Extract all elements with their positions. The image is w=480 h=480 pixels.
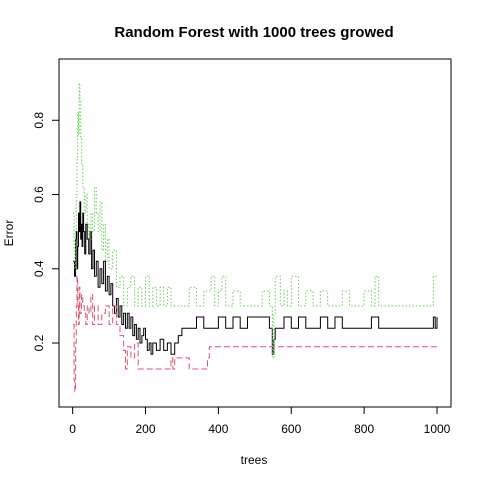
y-tick-label: 0.4 [32, 260, 46, 277]
x-axis: 0 200 400 600 800 1000 [69, 406, 451, 436]
series-line-3 [73, 82, 437, 359]
x-tick-label: 0 [69, 422, 76, 436]
x-axis-label: trees [241, 453, 268, 467]
x-tick-label: 1000 [424, 422, 451, 436]
y-tick-label: 0.8 [32, 112, 46, 129]
x-tick-label: 800 [354, 422, 374, 436]
chart-title: Random Forest with 1000 trees growed [114, 24, 393, 41]
x-tick-label: 200 [135, 422, 155, 436]
series-line-1 [73, 201, 438, 355]
plot-frame [58, 58, 452, 408]
series-layer [73, 82, 438, 392]
y-axis: 0.2 0.4 0.6 0.8 [32, 112, 60, 351]
y-tick-label: 0.6 [32, 186, 46, 203]
x-tick-label: 600 [281, 422, 301, 436]
x-tick-label: 400 [208, 422, 228, 436]
y-tick-label: 0.2 [32, 334, 46, 351]
y-axis-label: Error [2, 220, 16, 247]
series-line-2 [73, 275, 437, 392]
